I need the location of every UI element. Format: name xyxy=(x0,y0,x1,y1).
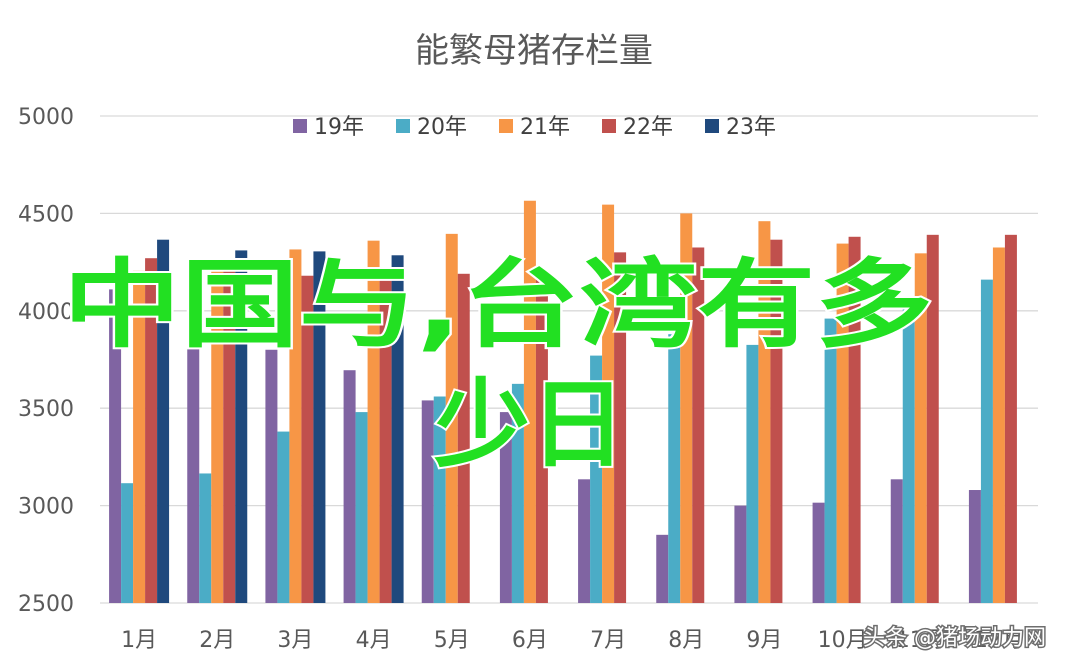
y-tick-label: 5000 xyxy=(18,105,74,130)
bar-20年-11月 xyxy=(902,306,915,603)
bar-19年-10月 xyxy=(812,502,825,603)
bar-20年-9月 xyxy=(746,344,759,603)
bar-20年-5月 xyxy=(433,396,446,603)
bar-23年-1月 xyxy=(157,239,170,603)
bar-23年-4月 xyxy=(391,255,404,604)
legend-swatch xyxy=(396,119,410,133)
bar-21年-11月 xyxy=(914,253,927,604)
x-tick-label: 4月 xyxy=(356,628,392,653)
bar-22年-1月 xyxy=(145,258,158,603)
legend-label: 21年 xyxy=(520,115,570,140)
bar-22年-7月 xyxy=(614,252,627,604)
bar-19年-1月 xyxy=(109,289,122,603)
bar-21年-6月 xyxy=(523,200,536,603)
bar-20年-6月 xyxy=(511,383,524,603)
bar-20年-7月 xyxy=(590,355,603,603)
bars xyxy=(109,200,1017,604)
bar-19年-8月 xyxy=(656,534,669,603)
bar-22年-11月 xyxy=(926,234,939,603)
legend-label: 22年 xyxy=(623,115,673,140)
bar-21年-10月 xyxy=(836,243,849,603)
legend-swatch xyxy=(499,119,513,133)
bar-21年-1月 xyxy=(133,270,146,603)
bar-22年-2月 xyxy=(223,267,236,603)
watermark: 头条 @猪场动力网 xyxy=(863,626,1046,651)
y-tick-label: 3500 xyxy=(18,397,74,422)
x-tick-label: 2月 xyxy=(199,628,235,653)
legend-label: 19年 xyxy=(314,115,364,140)
bar-22年-5月 xyxy=(457,273,470,603)
x-tick-label: 11月 xyxy=(896,628,946,653)
bar-19年-5月 xyxy=(421,400,434,603)
bar-22年-12月 xyxy=(1004,234,1017,603)
y-tick-label: 3000 xyxy=(18,495,74,520)
bar-21年-12月 xyxy=(992,247,1005,604)
bar-21年-9月 xyxy=(758,221,771,603)
legend-swatch xyxy=(293,119,307,133)
bar-22年-9月 xyxy=(770,239,783,603)
bar-23年-3月 xyxy=(313,251,326,604)
bar-19年-9月 xyxy=(734,505,747,603)
bar-19年-4月 xyxy=(343,370,356,603)
gridlines xyxy=(100,115,1038,604)
x-tick-label: 6月 xyxy=(512,628,548,653)
legend-swatch xyxy=(602,119,616,133)
chart-title: 能繁母猪存栏量 xyxy=(415,31,653,71)
y-axis-ticks: 2500 3000 3500 4000 4500 5000 xyxy=(18,105,74,617)
bar-20年-1月 xyxy=(121,483,134,603)
bar-21年-4月 xyxy=(367,240,380,603)
bar-19年-3月 xyxy=(265,349,278,603)
legend-label: 20年 xyxy=(417,115,467,140)
x-tick-label: 10月 xyxy=(818,628,868,653)
legend-label: 23年 xyxy=(726,115,776,140)
bar-23年-2月 xyxy=(235,250,248,604)
bar-20年-8月 xyxy=(668,334,681,603)
bar-21年-8月 xyxy=(680,213,693,603)
x-tick-label: 9月 xyxy=(746,628,782,653)
x-tick-label: 7月 xyxy=(590,628,626,653)
bar-20年-10月 xyxy=(824,318,837,603)
x-tick-label: 3月 xyxy=(277,628,313,653)
bar-22年-10月 xyxy=(848,236,861,603)
bar-19年-11月 xyxy=(890,479,903,603)
legend-swatch xyxy=(705,119,719,133)
bar-20年-12月 xyxy=(980,279,993,603)
x-tick-label: 12月 xyxy=(974,628,1024,653)
bar-19年-6月 xyxy=(499,412,512,603)
x-tick-label: 5月 xyxy=(434,628,470,653)
bar-22年-4月 xyxy=(379,276,392,603)
bar-20年-3月 xyxy=(277,431,290,603)
y-tick-label: 2500 xyxy=(18,592,74,617)
x-tick-label: 8月 xyxy=(668,628,704,653)
bar-22年-3月 xyxy=(301,275,314,603)
bar-19年-7月 xyxy=(578,479,591,603)
bar-21年-2月 xyxy=(211,259,224,603)
y-tick-label: 4500 xyxy=(18,202,74,227)
bar-21年-3月 xyxy=(289,249,302,604)
x-axis-ticks: 1月 2月 3月 4月 5月 6月 7月 8月 9月 10月 11月 12月 xyxy=(121,628,1024,653)
overlay-text-line2: 少日 xyxy=(434,369,626,481)
y-tick-label: 4000 xyxy=(18,300,74,325)
bar-19年-12月 xyxy=(968,490,981,603)
bar-20年-2月 xyxy=(199,473,212,603)
x-tick-label: 1月 xyxy=(121,628,157,653)
bar-19年-2月 xyxy=(187,332,200,603)
bar-22年-6月 xyxy=(535,273,548,603)
bar-20年-4月 xyxy=(355,412,368,603)
legend: 19年 20年 21年 22年 23年 xyxy=(293,115,776,140)
bar-21年-7月 xyxy=(602,204,615,603)
overlay-text-line1: 中国与,台湾有多 xyxy=(63,249,933,361)
bar-22年-8月 xyxy=(692,247,705,604)
bar-21年-5月 xyxy=(445,233,458,603)
